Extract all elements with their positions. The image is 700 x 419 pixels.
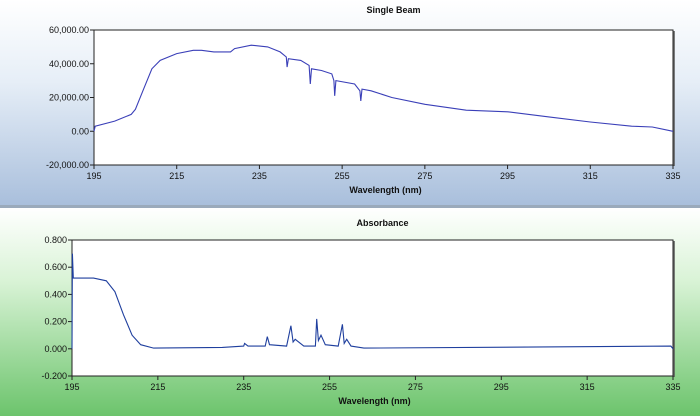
x-tick-label: 235: [252, 171, 267, 181]
x-tick-label: 195: [64, 382, 79, 392]
y-tick-label: 40,000.00: [49, 59, 89, 69]
y-tick-label: 0.000: [44, 344, 67, 354]
x-tick-label: 235: [236, 382, 251, 392]
x-tick-label: 315: [583, 171, 598, 181]
x-tick-label: 215: [169, 171, 184, 181]
y-tick-label: 0.400: [44, 289, 67, 299]
y-tick-label: 0.800: [44, 235, 67, 245]
x-tick-label: 275: [417, 171, 432, 181]
y-tick-label: -20,000.00: [46, 160, 89, 170]
plot-area: [93, 29, 674, 166]
chart-title: Single Beam: [366, 5, 420, 15]
single-beam-panel: Single Beam 60,000.00 40,000.00 20,000.00 0.…: [0, 0, 700, 205]
spectrum-line: [93, 44, 674, 132]
absorbance-panel: Absorbance 0.800 0.600 0.400 0.200 0.000 -0.20…: [0, 205, 700, 416]
y-tick-label: -0.200: [41, 371, 67, 381]
x-tick-label: 255: [335, 171, 350, 181]
x-tick-label: 335: [665, 382, 680, 392]
chart-title: Absorbance: [356, 218, 408, 228]
y-tick-label: 0.00: [71, 126, 89, 136]
x-tick-label: 195: [86, 171, 101, 181]
x-tick-label: 335: [665, 171, 680, 181]
x-tick-label: 295: [500, 171, 515, 181]
spectrum-line: [71, 253, 674, 350]
plot-area: [71, 239, 674, 377]
single-beam-chart: Single Beam 60,000.00 40,000.00 20,000.00 0.…: [46, 5, 681, 195]
x-tick-label: 255: [322, 382, 337, 392]
y-tick-label: 0.600: [44, 262, 67, 272]
y-tick-label: 0.200: [44, 317, 67, 327]
x-axis-label: Wavelength (nm): [338, 396, 410, 406]
x-axis-label: Wavelength (nm): [349, 185, 421, 195]
x-tick-label: 275: [408, 382, 423, 392]
y-tick-label: 60,000.00: [49, 25, 89, 35]
y-tick-label: 20,000.00: [49, 93, 89, 103]
absorbance-chart: Absorbance 0.800 0.600 0.400 0.200 0.000 -0.20…: [41, 218, 680, 406]
x-tick-label: 315: [580, 382, 595, 392]
x-tick-label: 215: [150, 382, 165, 392]
x-tick-label: 295: [494, 382, 509, 392]
